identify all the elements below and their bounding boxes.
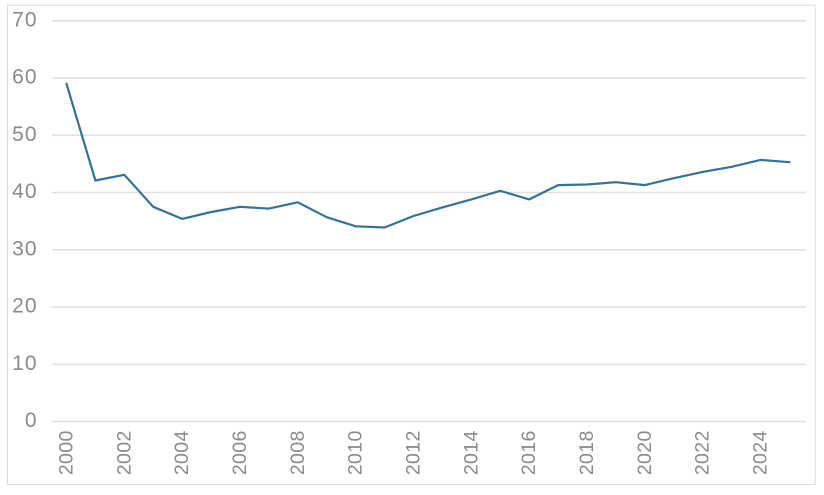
svg-text:2000: 2000 [56, 430, 78, 475]
svg-text:60: 60 [12, 66, 37, 89]
svg-text:2008: 2008 [287, 430, 309, 475]
svg-text:2010: 2010 [345, 430, 367, 475]
svg-text:30: 30 [12, 237, 37, 260]
svg-text:2002: 2002 [113, 430, 135, 475]
svg-text:10: 10 [12, 352, 37, 375]
svg-text:70: 70 [12, 8, 37, 31]
svg-text:2006: 2006 [229, 430, 251, 475]
svg-text:2022: 2022 [692, 430, 714, 475]
svg-text:20: 20 [12, 295, 37, 318]
svg-text:2018: 2018 [576, 430, 598, 475]
svg-text:40: 40 [12, 180, 37, 203]
svg-text:2012: 2012 [403, 430, 425, 475]
svg-text:2014: 2014 [460, 430, 482, 475]
svg-text:2016: 2016 [518, 430, 540, 475]
svg-text:2004: 2004 [171, 430, 193, 475]
svg-text:2020: 2020 [634, 430, 656, 475]
svg-text:0: 0 [25, 409, 38, 432]
svg-text:2024: 2024 [750, 430, 772, 475]
svg-text:50: 50 [12, 123, 37, 146]
